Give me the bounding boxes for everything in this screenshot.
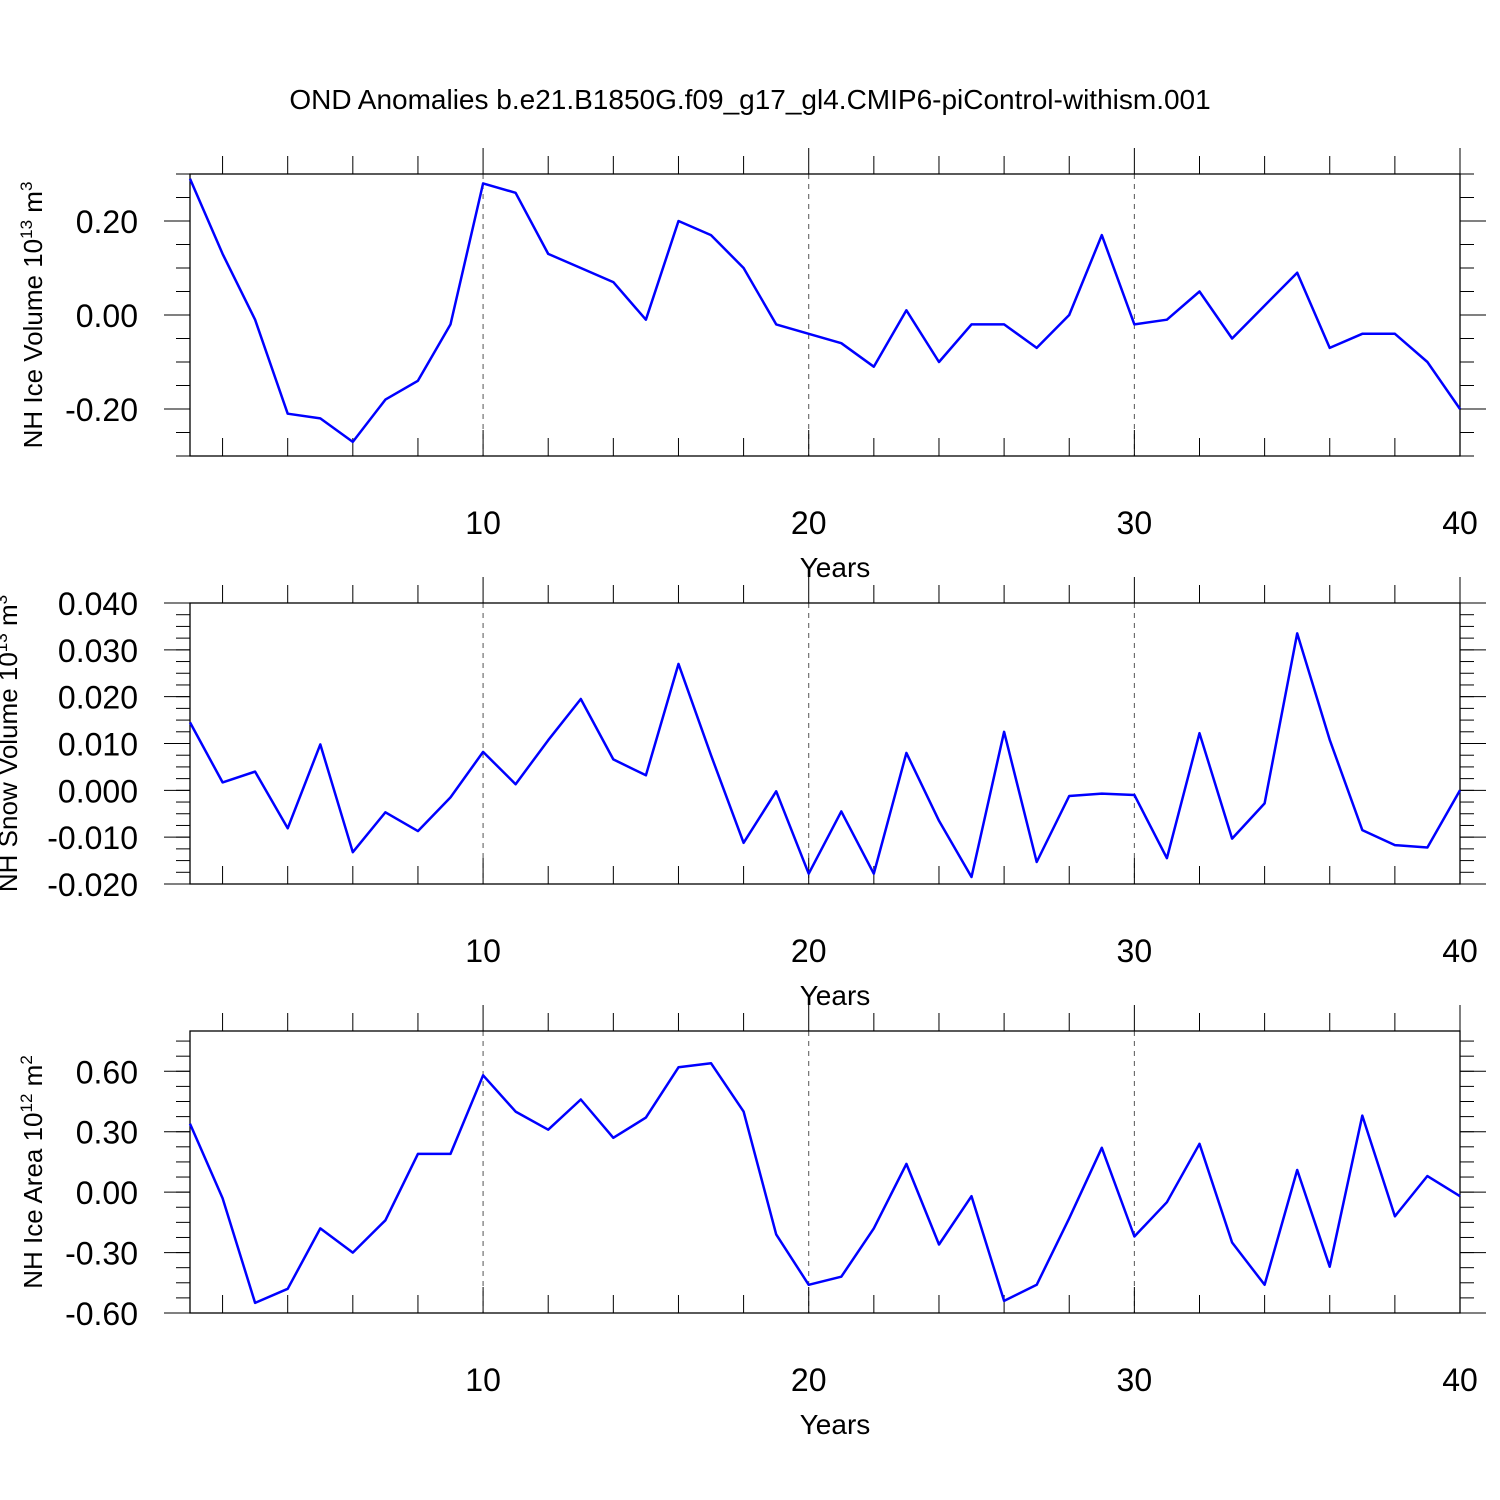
y-tick-label: -0.020: [47, 867, 138, 903]
y-tick-label: -0.60: [65, 1296, 138, 1332]
x-tick-label: 10: [465, 933, 501, 969]
y-tick-label: 0.000: [58, 773, 138, 809]
y-tick-label: 0.00: [76, 1175, 138, 1211]
y-tick-label: 0.020: [58, 680, 138, 716]
x-tick-label: 40: [1442, 1362, 1478, 1398]
plot-frame: [189, 173, 1461, 457]
x-tick-label: 20: [791, 933, 827, 969]
figure-title: OND Anomalies b.e21.B1850G.f09_g17_gl4.C…: [289, 84, 1211, 115]
chart-panel-1: 0.20 0.00 -0.20 10 20 30 40 Years NH Ice Volume …: [17, 148, 1486, 583]
x-tick-label: 30: [1117, 505, 1153, 541]
y-tick-label: 0.60: [76, 1054, 138, 1090]
y-tick-label: -0.010: [47, 820, 138, 856]
y-axis-label: NH Ice Area 1012 m2: [17, 1055, 48, 1289]
series-line-3: [188, 1061, 1461, 1305]
y-tick-label: 0.20: [76, 204, 138, 240]
y-tick-label: -0.30: [65, 1236, 138, 1272]
x-axis-label: Years: [800, 552, 871, 583]
x-axis-label: Years: [800, 1409, 871, 1440]
x-tick-label: 10: [465, 1362, 501, 1398]
x-tick-label: 30: [1117, 1362, 1153, 1398]
x-tick-label: 20: [791, 505, 827, 541]
x-axis-label: Years: [800, 980, 871, 1011]
x-tick-label: 30: [1117, 933, 1153, 969]
y-tick-label: 0.040: [58, 586, 138, 622]
y-tick-label: -0.20: [65, 392, 138, 428]
y-tick-label: 0.30: [76, 1115, 138, 1151]
chart-panel-2: 0.040 0.030 0.020 0.010 0.000 -0.010 -0.020 10 2…: [0, 577, 1486, 1011]
x-tick-label: 20: [791, 1362, 827, 1398]
x-tick-label: 10: [465, 505, 501, 541]
y-tick-label: 0.010: [58, 727, 138, 763]
plot-frame: [189, 1030, 1461, 1314]
series-line-2: [188, 632, 1462, 879]
series-line-1: [188, 178, 1462, 444]
y-tick-label: 0.030: [58, 633, 138, 669]
y-axis-label: NH Snow Volume 1013 m3: [0, 595, 23, 892]
chart-panel-3: 0.60 0.30 0.00 -0.30 -0.60 10 20 30 40 Years NH Ic…: [17, 1005, 1486, 1440]
y-tick-label: 0.00: [76, 298, 138, 334]
x-tick-label: 40: [1442, 505, 1478, 541]
x-tick-label: 40: [1442, 933, 1478, 969]
y-axis-label: NH Ice Volume 1013 m3: [17, 182, 48, 449]
